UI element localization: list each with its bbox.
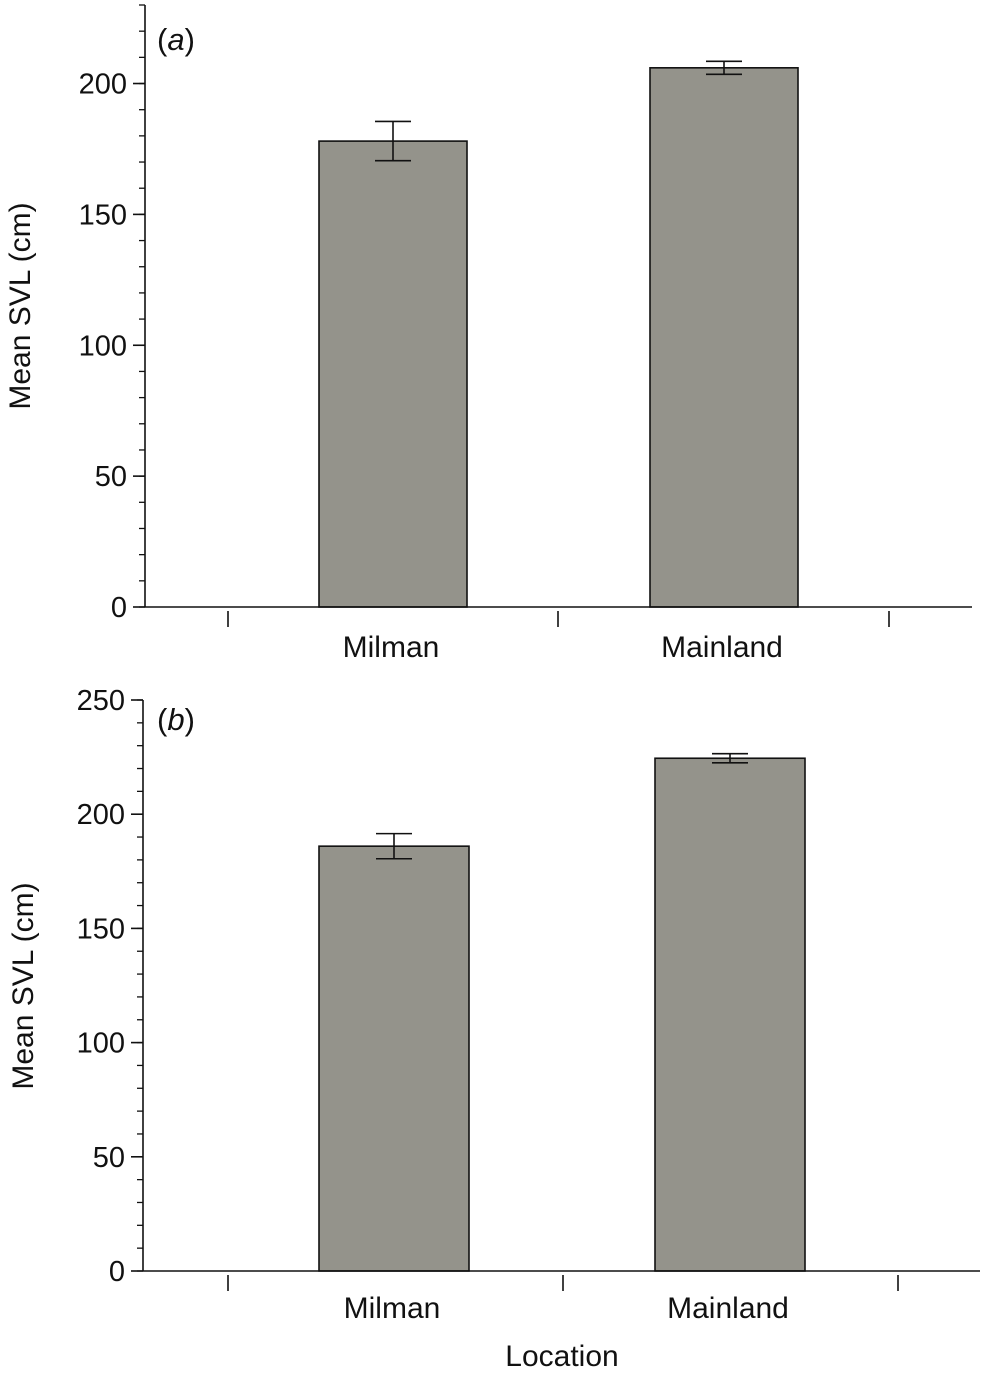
panel-a-y-tick-label: 50 xyxy=(95,461,127,493)
panel-b-error-bar-milman xyxy=(376,832,412,860)
panel-b-category-label-mainland: Mainland xyxy=(667,1292,789,1325)
panel-a-y-tick-label: 100 xyxy=(79,330,127,362)
panel-a-y-axis-title: Mean SVL (cm) xyxy=(4,202,37,409)
x-axis-title: Location xyxy=(505,1340,618,1373)
panel-a-error-bar-milman xyxy=(375,120,411,162)
panel-a-error-bar-mainland xyxy=(706,60,742,76)
panel-b-category-label-milman: Milman xyxy=(344,1292,441,1325)
panel-b-error-bar-mainland xyxy=(712,752,748,764)
panel-a-y-tick-label: 150 xyxy=(79,199,127,231)
panel-b-y-tick-label: 100 xyxy=(77,1028,125,1060)
panel-label-b: (b) xyxy=(157,702,195,737)
panel-b-y-tick-label: 150 xyxy=(77,913,125,945)
panel-label-a: (a) xyxy=(157,22,195,57)
panel-b-y-tick-label: 250 xyxy=(77,685,125,717)
panel-b-y-tick-label: 50 xyxy=(93,1142,125,1174)
panel-b-y-tick-label: 0 xyxy=(109,1256,125,1288)
panel-a-y-tick-label: 0 xyxy=(111,592,127,624)
panel-a-y-tick-label: 200 xyxy=(79,69,127,101)
panel-b-y-tick-label: 200 xyxy=(77,799,125,831)
panel-b-bar-milman xyxy=(318,845,470,1272)
panel-a-bar-mainland xyxy=(649,67,799,608)
panel-a-category-label-milman: Milman xyxy=(343,631,440,664)
panel-a-bar-milman xyxy=(318,140,468,608)
panel-a-category-label-mainland: Mainland xyxy=(661,631,783,664)
panel-b-bar-mainland xyxy=(654,757,806,1272)
panel-a: Milman Mainland 0 50 100 150 200 Mean SVL (cm) (… xyxy=(4,4,972,664)
panel-b-y-axis-title: Mean SVL (cm) xyxy=(7,882,40,1089)
panel-b: Milman Mainland 0 50 100 150 200 250 Mean SVL (c… xyxy=(7,685,980,1325)
